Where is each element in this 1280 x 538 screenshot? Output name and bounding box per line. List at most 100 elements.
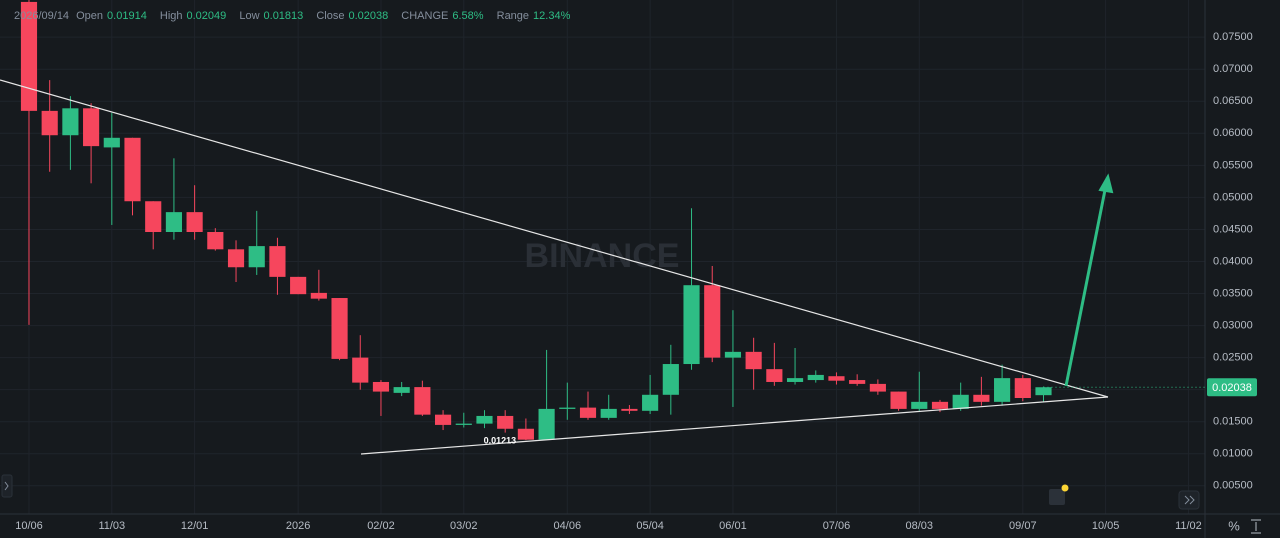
x-tick-label: 03/02 [450, 520, 478, 532]
change-value: 6.58% [452, 10, 484, 22]
candle-body [1035, 387, 1052, 396]
breakout-arrow [1064, 189, 1107, 387]
auto-scale-button[interactable] [1251, 519, 1261, 534]
high-value: 0.02049 [186, 10, 227, 22]
close-value: 0.02038 [348, 10, 389, 22]
candle-body [393, 387, 410, 393]
open-value: 0.01914 [107, 10, 147, 22]
candle-body [538, 408, 555, 440]
arrow-head [1098, 173, 1114, 194]
candle-body [455, 423, 472, 425]
y-tick-label: 0.05500 [1213, 159, 1253, 171]
x-tick-label: 12/01 [181, 520, 209, 532]
candle-body [476, 415, 493, 424]
candle-body [642, 394, 659, 411]
candle-body [559, 407, 576, 409]
y-tick-label: 0.06500 [1213, 95, 1253, 107]
candle-body [290, 276, 307, 295]
candle-body [145, 201, 162, 233]
x-tick-label: 2026 [286, 520, 310, 532]
candle-body [994, 378, 1011, 402]
candle-body [683, 285, 700, 365]
candle-body [435, 414, 452, 425]
y-tick-label: 0.06000 [1213, 127, 1253, 139]
x-tick-label: 06/01 [719, 520, 747, 532]
y-tick-label: 0.03500 [1213, 287, 1253, 299]
candle-body [41, 110, 58, 136]
percent-button[interactable]: % [1228, 518, 1240, 533]
candle-body [331, 298, 348, 359]
support-trendline [360, 396, 1109, 455]
header-date: 2026/09/14 [14, 10, 70, 22]
x-tick-label: 05/04 [636, 520, 664, 532]
resistance-trendline [0, 79, 1109, 398]
x-tick-label: 10/06 [15, 520, 43, 532]
candle-body [662, 364, 679, 395]
candle-body [372, 381, 390, 392]
x-tick-label: 11/03 [98, 520, 125, 532]
candle-body [207, 232, 224, 250]
label: High [159, 10, 183, 22]
candle-body [186, 212, 203, 233]
x-tick-label: 11/02 [1175, 520, 1202, 532]
candle-body [227, 249, 245, 268]
candle-body [269, 246, 286, 277]
y-tick-label: 0.04000 [1213, 255, 1253, 267]
x-tick-label: 08/03 [906, 520, 934, 532]
candle-body [497, 415, 514, 429]
label: Close [316, 10, 345, 22]
candle-body [62, 108, 79, 136]
candle-body [745, 351, 762, 370]
candle-body [931, 401, 949, 409]
y-tick-label: 0.07500 [1213, 31, 1253, 43]
ohlc-header: 2026/09/14 Open 0.01914 High 0.02049 Low 0.… [14, 10, 580, 22]
candle-body [849, 380, 866, 384]
candle-body [83, 108, 100, 147]
low-annotation: 0.01213 [484, 435, 517, 445]
x-tick-label: 09/07 [1009, 520, 1037, 532]
candle-body [621, 408, 638, 411]
label: Low [239, 10, 260, 22]
candle-body [786, 378, 804, 382]
watermark: BINANCE [525, 237, 680, 275]
candle-body [704, 285, 721, 358]
x-tick-label: 07/06 [823, 520, 851, 532]
y-tick-label: 0.01000 [1213, 448, 1253, 460]
label: Open [76, 10, 104, 22]
notification-dot [1061, 484, 1069, 492]
candle-body [124, 137, 141, 202]
candle-body [911, 401, 928, 409]
candles [20, 0, 1052, 441]
candle-body [890, 391, 907, 409]
calendar-button[interactable] [1049, 489, 1065, 505]
x-tick-label: 02/02 [367, 520, 395, 532]
candle-body [600, 408, 617, 418]
y-tick-label: 0.05000 [1213, 191, 1253, 203]
x-tick-label: 04/06 [554, 520, 582, 532]
y-tick-label: 0.01500 [1213, 416, 1253, 428]
y-tick-label: 0.03000 [1213, 319, 1253, 331]
label: Range [496, 10, 530, 22]
candle-body [517, 428, 534, 440]
candle-body [766, 369, 783, 382]
candle-body [724, 351, 742, 358]
left-panel-toggle[interactable] [1, 474, 13, 498]
y-tick-label: 0.00500 [1213, 480, 1253, 492]
y-tick-label: 0.07000 [1213, 63, 1253, 75]
y-tick-label: 0.02500 [1213, 352, 1253, 364]
low-value: 0.01813 [263, 10, 304, 22]
candle-body [165, 212, 182, 233]
candle-body [352, 357, 369, 383]
x-tick-label: 10/05 [1092, 520, 1120, 532]
last-price-tag [1207, 378, 1257, 397]
scroll-icon [1189, 495, 1195, 505]
last-price-label: 0.02038 [1212, 382, 1252, 394]
candle-body [952, 394, 969, 409]
candle-body [310, 292, 327, 299]
candle-body [103, 137, 120, 148]
candle-body [20, 1, 38, 111]
y-tick-label: 0.04500 [1213, 223, 1253, 235]
label: CHANGE [401, 10, 449, 22]
candle-body [869, 383, 886, 392]
